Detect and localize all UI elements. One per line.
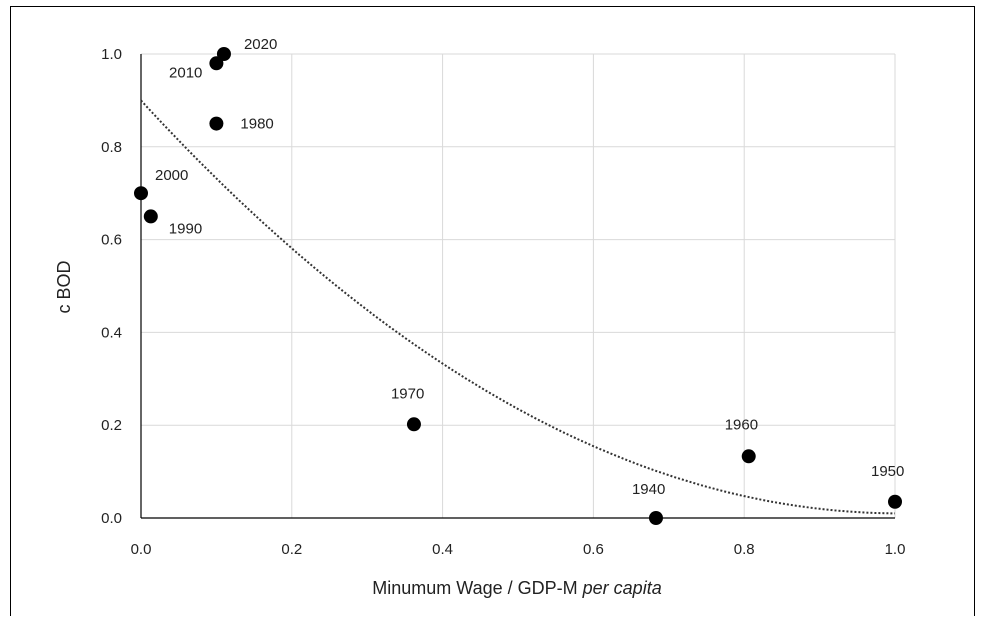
x-tick-label: 0.6	[583, 541, 604, 558]
data-point-1990	[143, 209, 158, 224]
data-point-2020	[216, 47, 231, 61]
axes	[140, 54, 895, 519]
y-tick-label: 0.4	[101, 324, 122, 341]
data-point-1960	[741, 449, 756, 464]
data-point-2000	[134, 186, 148, 201]
x-tick-label: 0.2	[281, 541, 302, 558]
y-tick-label: 0.2	[101, 417, 122, 434]
data-point-2010	[209, 56, 224, 71]
x-axis-title: Minumum Wage / GDP-M per capita	[372, 578, 661, 598]
x-axis-title-italic: per capita	[582, 578, 662, 598]
y-tick-label: 1.0	[101, 46, 122, 63]
point-label-1960: 1960	[725, 416, 758, 433]
data-point-1980	[209, 116, 224, 131]
data-point-1950	[888, 494, 902, 509]
data-points: 1940 1950 1960 1970 1980 1990 2000 2010 2020	[134, 36, 904, 525]
data-point-1940	[648, 511, 663, 525]
point-label-2010: 2010	[169, 64, 202, 81]
point-label-1970: 1970	[391, 385, 424, 402]
x-axis-title-main: Minumum Wage / GDP-M	[372, 578, 582, 598]
x-tick-label: 0.4	[432, 541, 453, 558]
trendline	[140, 99, 896, 515]
y-tick-label: 0.8	[101, 139, 122, 156]
point-label-1990: 1990	[169, 220, 202, 237]
y-tick-label: 0.6	[101, 232, 122, 249]
point-label-1940: 1940	[632, 481, 665, 498]
data-point-1970	[406, 417, 421, 432]
point-label-2020: 2020	[244, 36, 277, 53]
trendline-path	[140, 99, 896, 515]
chart-frame	[10, 6, 975, 616]
y-axis-title: c BOD	[54, 260, 74, 313]
x-tick-label: 0.8	[734, 541, 755, 558]
y-tick-label: 0.0	[101, 510, 122, 527]
tick-labels: 0.0 0.2 0.4 0.6 0.8 1.0 0.0 0.2 0.4 0.6 0.8 1.0	[101, 46, 905, 558]
point-label-2000: 2000	[155, 167, 188, 184]
point-label-1950: 1950	[871, 463, 904, 480]
point-label-1980: 1980	[240, 116, 273, 133]
grid-lines	[141, 53, 896, 518]
x-tick-label: 0.0	[131, 541, 152, 558]
x-tick-label: 1.0	[885, 541, 906, 558]
